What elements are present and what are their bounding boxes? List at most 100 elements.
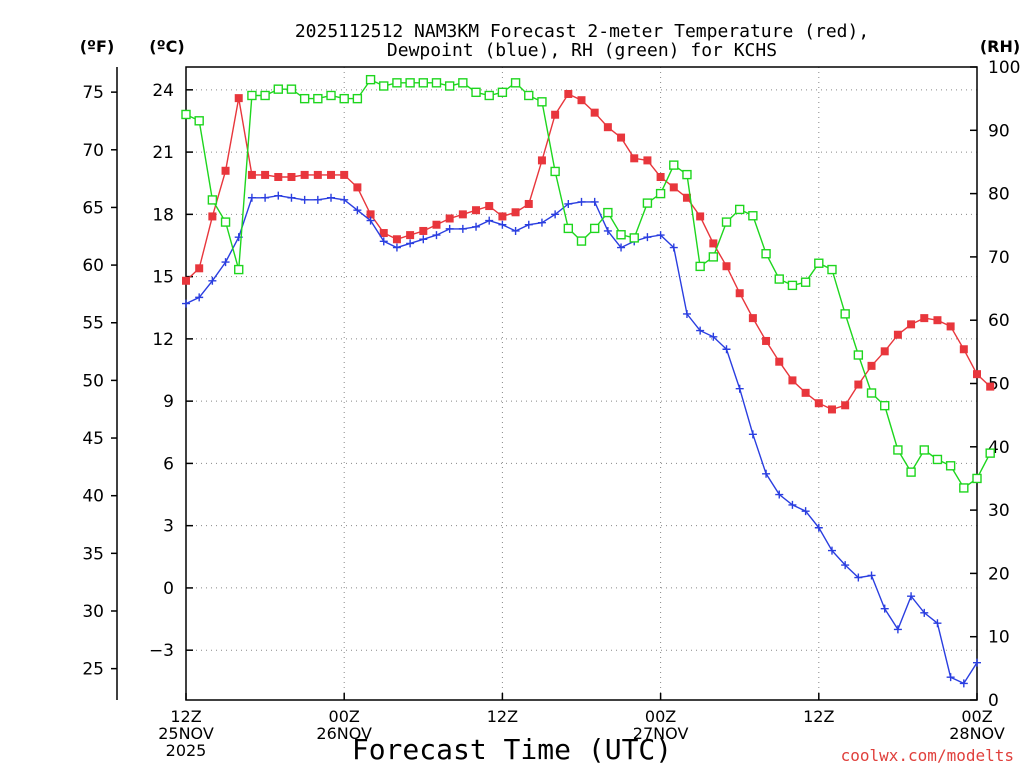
rh-point bbox=[866, 388, 877, 398]
rh-point bbox=[392, 78, 402, 88]
celsius-tick-label: 21 bbox=[152, 143, 174, 163]
dewpoint-point bbox=[775, 490, 784, 499]
celsius-tick-label: 18 bbox=[152, 205, 174, 225]
dewpoint-point bbox=[590, 197, 599, 206]
temperature-point bbox=[432, 220, 441, 229]
dewpoint-point bbox=[327, 193, 336, 202]
rh-point bbox=[589, 223, 600, 234]
fahrenheit-tick-label: 65 bbox=[82, 198, 104, 218]
rh-point bbox=[669, 160, 679, 170]
rh-point bbox=[893, 445, 903, 455]
credit-label: coolwx.com/modelts bbox=[841, 746, 1014, 765]
rh-point bbox=[695, 261, 705, 272]
dewpoint-point bbox=[735, 384, 744, 393]
celsius-axis-ticks: 24 21 18 15 12 9 6 3 0 −3 bbox=[149, 81, 193, 661]
dewpoint-point bbox=[366, 216, 375, 225]
celsius-tick-label: 3 bbox=[163, 517, 174, 537]
rh-point bbox=[194, 116, 204, 126]
dewpoint-point bbox=[551, 210, 560, 219]
rh-point bbox=[959, 483, 969, 493]
dewpoint-point bbox=[577, 197, 586, 206]
dewpoint-point bbox=[221, 258, 230, 267]
fahrenheit-unit-label: (ºF) bbox=[80, 37, 115, 56]
dewpoint-point bbox=[379, 237, 388, 246]
dewpoint-point bbox=[669, 243, 678, 252]
rh-point bbox=[181, 109, 191, 120]
fahrenheit-tick-label: 25 bbox=[82, 660, 104, 680]
temperature-point bbox=[643, 156, 652, 165]
gridlines bbox=[186, 67, 977, 700]
rh-point bbox=[840, 309, 850, 319]
temperature-point bbox=[182, 276, 190, 285]
x-axis-title: Forecast Time (UTC) bbox=[352, 733, 672, 766]
temperature-point bbox=[656, 172, 665, 181]
fahrenheit-tick-label: 30 bbox=[82, 602, 104, 622]
celsius-tick-label: 0 bbox=[163, 579, 174, 599]
temperature-point bbox=[327, 170, 336, 179]
rh-point bbox=[313, 93, 323, 104]
temperature-point bbox=[827, 405, 836, 414]
rh-point bbox=[234, 264, 244, 275]
temperature-point bbox=[722, 262, 731, 271]
rh-point bbox=[273, 84, 283, 94]
rh-point bbox=[642, 198, 653, 208]
temperature-point bbox=[841, 401, 850, 410]
temperature-point bbox=[498, 212, 507, 221]
temperature-point bbox=[551, 110, 560, 119]
rh-point bbox=[220, 217, 231, 227]
dewpoint-point bbox=[445, 224, 454, 233]
rh-point bbox=[444, 81, 455, 91]
time-tick-label: 2025 bbox=[166, 741, 207, 760]
dewpoint-line bbox=[185, 194, 978, 685]
dewpoint-point bbox=[287, 193, 296, 202]
temperature-point bbox=[392, 235, 401, 244]
rh-point bbox=[748, 211, 758, 221]
dewpoint-point bbox=[564, 199, 573, 208]
celsius-tick-label: 15 bbox=[152, 268, 174, 288]
dewpoint-point bbox=[643, 233, 652, 242]
temperature-point bbox=[814, 399, 823, 408]
temperature-point bbox=[564, 89, 573, 98]
rh-point bbox=[761, 249, 771, 259]
temperature-point bbox=[287, 172, 296, 181]
rh-tick-label: 30 bbox=[988, 501, 1010, 521]
dewpoint-point bbox=[537, 218, 546, 227]
chart-title-line-1: 2025112512 NAM3KM Forecast 2-meter Tempe… bbox=[295, 21, 869, 42]
series-layer bbox=[181, 74, 995, 688]
dewpoint-point bbox=[617, 243, 626, 252]
time-tick-label: 12Z bbox=[170, 707, 201, 726]
celsius-unit-label: (ºC) bbox=[149, 37, 184, 56]
rh-tick-label: 90 bbox=[988, 121, 1010, 141]
rh-point bbox=[418, 78, 428, 88]
temperature-point bbox=[577, 96, 586, 105]
dewpoint-point bbox=[748, 430, 757, 439]
fahrenheit-tick-label: 40 bbox=[82, 487, 104, 507]
rh-tick-label: 20 bbox=[988, 564, 1010, 584]
rh-point bbox=[945, 461, 956, 471]
time-tick-label: 00Z bbox=[961, 707, 992, 726]
celsius-tick-label: 12 bbox=[152, 330, 174, 350]
time-tick-label: 00Z bbox=[645, 707, 676, 726]
rh-point bbox=[458, 78, 468, 88]
temperature-point bbox=[762, 336, 771, 345]
temperature-point bbox=[933, 316, 942, 325]
dewpoint-point bbox=[762, 469, 771, 478]
rh-tick-label: 70 bbox=[988, 248, 1010, 268]
temperature-point bbox=[419, 226, 428, 235]
time-tick-label: 00Z bbox=[329, 707, 360, 726]
rh-point bbox=[906, 467, 916, 477]
dewpoint-point bbox=[208, 276, 217, 285]
temperature-point bbox=[867, 361, 876, 370]
dewpoint-point bbox=[854, 573, 863, 582]
rh-point bbox=[919, 445, 929, 455]
temperature-point bbox=[893, 330, 902, 339]
rh-tick-label: 10 bbox=[988, 628, 1010, 648]
temperature-point bbox=[208, 212, 217, 221]
dewpoint-point bbox=[472, 222, 481, 231]
temperature-point bbox=[801, 388, 810, 397]
temperature-point bbox=[406, 231, 415, 240]
temperature-point bbox=[524, 199, 533, 208]
time-tick-label: 26NOV bbox=[316, 724, 372, 743]
rh-point bbox=[616, 230, 626, 240]
dewpoint-point bbox=[696, 326, 705, 335]
